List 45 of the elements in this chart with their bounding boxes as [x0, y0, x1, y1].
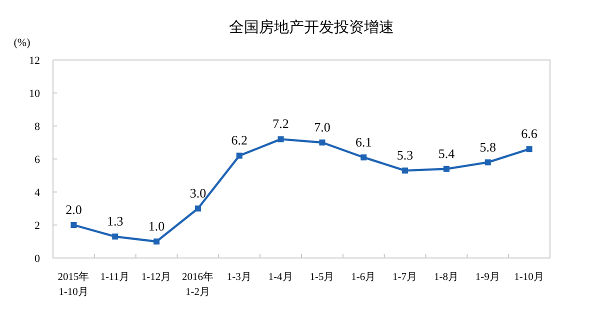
text: 5.3	[396, 148, 414, 163]
x-tick-label: 1-4月	[268, 271, 294, 283]
text: 1.0	[148, 218, 165, 234]
y-tick-label: 2	[34, 220, 40, 232]
point	[112, 234, 118, 240]
text: 5.8	[480, 139, 496, 154]
text: 5.4	[438, 146, 455, 161]
y-tick-label: 4	[34, 187, 40, 199]
text: 7.0	[314, 120, 330, 134]
text: 6.1	[356, 134, 372, 150]
text: 3.0	[190, 186, 206, 200]
x-tick-label: 1-11月	[100, 271, 130, 283]
y-axis-title: (%)	[14, 37, 31, 49]
text: 1.3	[107, 214, 124, 229]
y-tick-label: 10	[29, 88, 40, 100]
point	[526, 146, 532, 152]
x-tick-label: 1-8月	[434, 271, 459, 283]
x-tick-label: 1-12月	[141, 271, 172, 283]
point	[360, 154, 367, 160]
x-tick-label: 1-6月	[351, 271, 376, 283]
point	[194, 206, 201, 212]
y-tick-label: 0	[34, 253, 40, 265]
point	[443, 166, 450, 172]
text: 7.2	[272, 116, 289, 132]
text: 6.2	[231, 132, 248, 148]
y-tick-label: 8	[34, 121, 40, 133]
point	[154, 238, 160, 244]
text: 6.6	[521, 126, 538, 142]
x-tick-label: 1-5月	[310, 271, 335, 283]
x-tick-label: 1-3月	[226, 271, 252, 283]
x-tick-label: 1-7月	[392, 271, 418, 283]
y-tick-label: 12	[29, 55, 40, 67]
x-tick-label: 1-9月	[475, 271, 500, 283]
point	[70, 222, 77, 228]
text: 2.0	[66, 202, 82, 217]
point	[278, 136, 284, 142]
chart-title: 全国房地产开发投资增速	[229, 19, 394, 36]
x-tick-label: 2015年 1-10月	[58, 271, 90, 298]
point	[402, 168, 408, 174]
point	[319, 140, 326, 146]
point	[484, 159, 491, 166]
y-tick-label: 6	[34, 154, 40, 166]
point	[236, 152, 242, 159]
x-tick-label: 1-10月	[514, 271, 544, 283]
x-tick-label: 2016年 1-2月	[182, 271, 214, 298]
